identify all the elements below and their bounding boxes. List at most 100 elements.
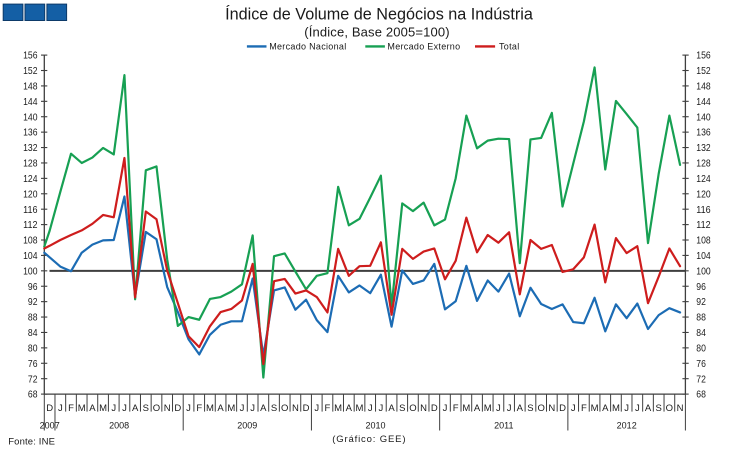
svg-text:108: 108 — [696, 235, 711, 247]
svg-text:J: J — [186, 403, 191, 414]
svg-text:D: D — [174, 403, 181, 414]
svg-text:N: N — [420, 403, 427, 414]
svg-text:100: 100 — [696, 265, 711, 277]
svg-text:N: N — [292, 403, 299, 414]
svg-text:N: N — [677, 403, 684, 414]
svg-text:140: 140 — [23, 111, 38, 123]
svg-text:136: 136 — [696, 127, 711, 139]
svg-text:76: 76 — [28, 358, 38, 370]
svg-text:120: 120 — [23, 188, 38, 200]
svg-text:116: 116 — [23, 204, 38, 216]
svg-text:Mercado Externo: Mercado Externo — [387, 41, 460, 51]
svg-text:84: 84 — [696, 327, 706, 339]
svg-text:120: 120 — [696, 188, 711, 200]
svg-text:128: 128 — [23, 158, 38, 170]
svg-text:A: A — [645, 403, 652, 414]
svg-text:80: 80 — [28, 342, 38, 354]
svg-text:2010: 2010 — [365, 420, 385, 430]
svg-text:A: A — [132, 403, 139, 414]
svg-text:152: 152 — [696, 65, 711, 77]
svg-text:88: 88 — [696, 312, 706, 324]
svg-text:A: A — [346, 403, 353, 414]
svg-text:N: N — [164, 403, 171, 414]
svg-text:112: 112 — [696, 219, 711, 231]
svg-text:(Gráfico: GEE): (Gráfico: GEE) — [332, 434, 406, 445]
svg-text:J: J — [314, 403, 319, 414]
svg-text:76: 76 — [696, 358, 706, 370]
svg-text:Índice de Volume de Negócios n: Índice de Volume de Negócios na Indústri… — [225, 5, 533, 24]
svg-text:2011: 2011 — [494, 420, 513, 430]
svg-text:92: 92 — [28, 296, 38, 308]
svg-text:72: 72 — [696, 373, 706, 385]
svg-text:128: 128 — [696, 158, 711, 170]
svg-text:D: D — [303, 403, 310, 414]
svg-text:S: S — [527, 403, 533, 414]
svg-text:88: 88 — [28, 312, 38, 324]
svg-text:J: J — [635, 403, 640, 414]
svg-text:J: J — [58, 403, 63, 414]
svg-text:84: 84 — [28, 327, 38, 339]
svg-text:D: D — [46, 403, 53, 414]
svg-text:144: 144 — [696, 96, 711, 108]
svg-text:D: D — [559, 403, 566, 414]
svg-text:80: 80 — [696, 342, 706, 354]
svg-text:100: 100 — [23, 265, 38, 277]
svg-text:A: A — [217, 403, 224, 414]
svg-text:J: J — [111, 403, 116, 414]
svg-text:O: O — [666, 403, 673, 414]
svg-text:Fonte: INE: Fonte: INE — [8, 437, 55, 448]
svg-text:124: 124 — [696, 173, 711, 185]
svg-text:O: O — [409, 403, 416, 414]
svg-text:112: 112 — [23, 219, 38, 231]
svg-text:140: 140 — [696, 111, 711, 123]
svg-text:104: 104 — [23, 250, 38, 262]
svg-text:F: F — [196, 403, 202, 414]
svg-text:2012: 2012 — [617, 420, 637, 430]
svg-text:144: 144 — [23, 96, 38, 108]
svg-text:108: 108 — [23, 235, 38, 247]
svg-text:M: M — [227, 403, 235, 414]
svg-text:S: S — [143, 403, 149, 414]
svg-text:M: M — [462, 403, 470, 414]
svg-text:M: M — [484, 403, 492, 414]
svg-text:J: J — [624, 403, 629, 414]
svg-text:D: D — [431, 403, 438, 414]
svg-text:M: M — [334, 403, 342, 414]
svg-text:M: M — [206, 403, 214, 414]
svg-text:S: S — [656, 403, 662, 414]
svg-text:156: 156 — [696, 50, 711, 62]
svg-text:J: J — [443, 403, 448, 414]
svg-text:F: F — [453, 403, 459, 414]
svg-text:68: 68 — [28, 389, 38, 401]
svg-text:J: J — [507, 403, 512, 414]
svg-text:92: 92 — [696, 296, 706, 308]
svg-text:M: M — [356, 403, 364, 414]
svg-text:J: J — [368, 403, 373, 414]
svg-text:S: S — [399, 403, 405, 414]
svg-text:A: A — [89, 403, 96, 414]
svg-text:O: O — [537, 403, 544, 414]
svg-text:J: J — [122, 403, 127, 414]
svg-text:M: M — [591, 403, 599, 414]
svg-text:Mercado Nacional: Mercado Nacional — [269, 41, 346, 51]
svg-text:N: N — [548, 403, 555, 414]
svg-text:F: F — [68, 403, 74, 414]
svg-text:96: 96 — [696, 281, 706, 293]
svg-text:136: 136 — [23, 127, 38, 139]
svg-text:132: 132 — [23, 142, 38, 154]
svg-text:116: 116 — [696, 204, 711, 216]
svg-text:(Índice, Base 2005=100): (Índice, Base 2005=100) — [304, 25, 449, 40]
svg-text:A: A — [260, 403, 267, 414]
svg-text:A: A — [517, 403, 524, 414]
svg-text:J: J — [250, 403, 255, 414]
svg-text:72: 72 — [28, 373, 38, 385]
svg-text:2008: 2008 — [109, 420, 129, 430]
svg-text:2007: 2007 — [40, 420, 60, 430]
svg-text:124: 124 — [23, 173, 38, 185]
svg-text:104: 104 — [696, 250, 711, 262]
svg-text:F: F — [325, 403, 331, 414]
svg-text:F: F — [581, 403, 587, 414]
svg-text:J: J — [496, 403, 501, 414]
svg-text:152: 152 — [23, 65, 38, 77]
svg-text:96: 96 — [28, 281, 38, 293]
